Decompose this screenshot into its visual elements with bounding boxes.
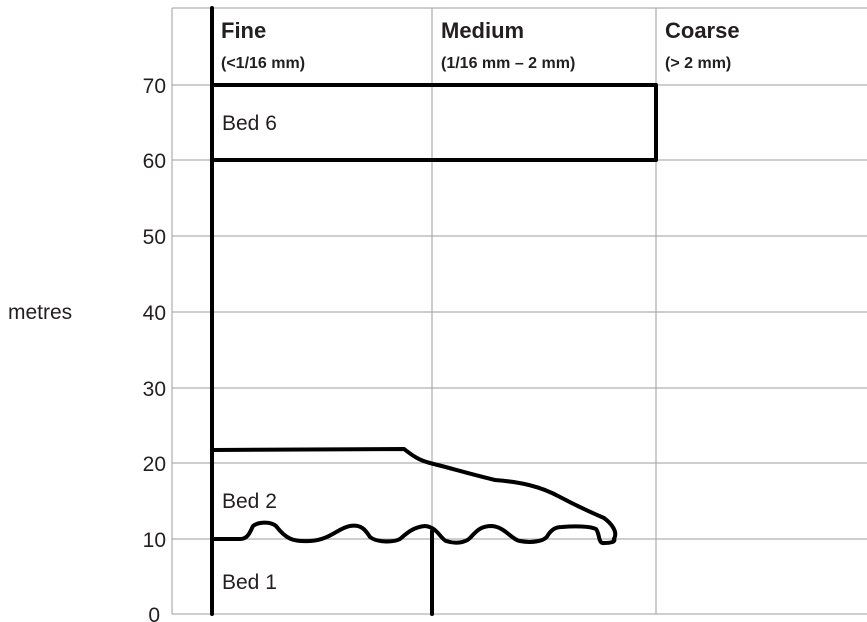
column-header-fine: Fine: [221, 18, 266, 43]
bed-1-label: Bed 1: [222, 571, 277, 594]
tick-label-50: 50: [143, 226, 166, 249]
column-header-coarse: Coarse: [665, 18, 740, 43]
column-range-coarse: (> 2 mm): [665, 55, 731, 72]
bed-1-erosional-boundary: [210, 520, 617, 545]
bed-6-outline: [210, 83, 658, 162]
bed-6-label: Bed 6: [222, 112, 277, 135]
column-header-medium: Medium: [441, 18, 524, 43]
column-headers: Fine (<1/16 mm) Medium (1/16 mm – 2 mm) …: [221, 18, 740, 72]
tick-label-10: 10: [143, 529, 166, 552]
tick-label-60: 60: [143, 150, 166, 173]
tick-label-30: 30: [143, 378, 166, 401]
bed-2-label: Bed 2: [222, 490, 277, 513]
bed-2-top-boundary: [210, 447, 618, 541]
gridlines: [171, 7, 867, 615]
y-axis-ticks: 70 60 50 40 30 20 10 0: [143, 75, 166, 622]
log-outline: [210, 6, 658, 616]
column-range-fine: (<1/16 mm): [221, 55, 305, 72]
column-range-medium: (1/16 mm – 2 mm): [441, 55, 575, 72]
tick-label-40: 40: [143, 302, 166, 325]
tick-label-0: 0: [148, 604, 160, 622]
tick-label-70: 70: [143, 75, 166, 98]
tick-label-20: 20: [143, 453, 166, 476]
bed-labels: Bed 6 Bed 2 Bed 1: [222, 112, 277, 594]
y-axis-label: metres: [8, 301, 72, 324]
